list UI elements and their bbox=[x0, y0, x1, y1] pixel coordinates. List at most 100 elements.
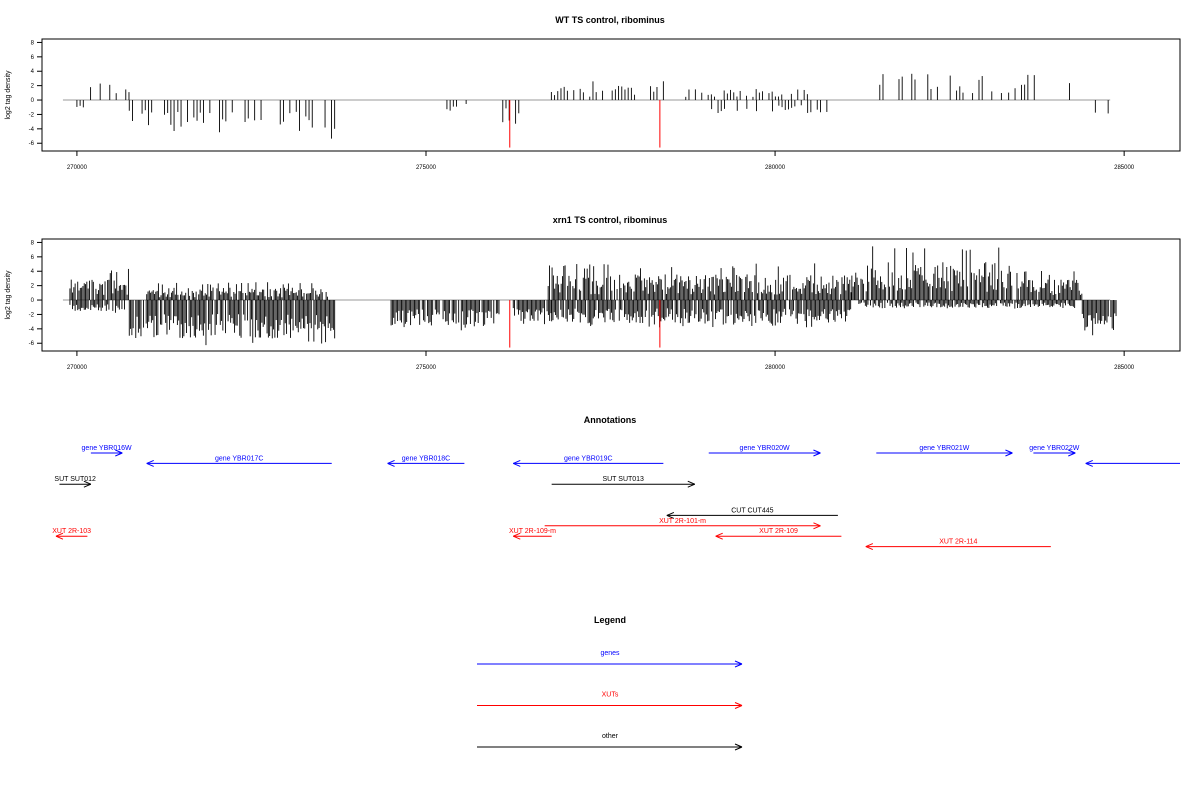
annotation-feature: gene YBR016W bbox=[82, 445, 132, 457]
arrow-head bbox=[387, 459, 395, 464]
y-tick-label: -4 bbox=[29, 327, 35, 333]
arrow-head bbox=[83, 480, 92, 485]
arrow-head bbox=[513, 532, 521, 537]
y-axis-label: log2 tag density bbox=[5, 270, 12, 320]
arrow-head bbox=[734, 743, 743, 748]
arrow-head bbox=[513, 459, 521, 464]
annotation-features: gene YBR016W gene YBR017C gene YBR018C gene… bbox=[52, 445, 1180, 551]
annotation-feature: gene YBR018C bbox=[387, 455, 465, 467]
arrow-head bbox=[55, 535, 64, 540]
x-tick-label: 285000 bbox=[1114, 365, 1135, 371]
y-axis-label: log2 tag density bbox=[5, 70, 12, 120]
plot-frame bbox=[41, 38, 1181, 152]
arrow-head bbox=[734, 705, 743, 709]
arrow-head bbox=[734, 702, 743, 706]
arrow-head bbox=[146, 462, 154, 467]
legend-item: other bbox=[477, 733, 743, 751]
annotation-feature: XUT 2R-101-m bbox=[544, 518, 821, 530]
arrow-head bbox=[1068, 449, 1076, 454]
x-tick-label: 280000 bbox=[765, 365, 786, 371]
annotation-feature: gene YBR019C bbox=[513, 455, 664, 467]
arrow-head bbox=[813, 449, 821, 454]
y-tick-label: -4 bbox=[29, 127, 35, 133]
arrow-head bbox=[813, 525, 821, 530]
arrow-head bbox=[115, 449, 123, 454]
arrow-head bbox=[715, 535, 723, 540]
arrow-head bbox=[1085, 459, 1093, 464]
annotation-feature bbox=[1085, 459, 1180, 467]
annotations-title: Annotations bbox=[584, 415, 637, 425]
arrow-head bbox=[146, 459, 154, 464]
legend-item: XUTs bbox=[477, 692, 743, 709]
y-tick-label: 6 bbox=[31, 255, 35, 261]
legend-label: genes bbox=[600, 650, 620, 657]
arrow-head bbox=[865, 543, 874, 548]
y-tick-label: -6 bbox=[29, 341, 35, 347]
arrow-head bbox=[513, 535, 521, 540]
xrn1-density-panel: xrn1 TS control, ribominus log2 tag dens… bbox=[5, 215, 1181, 371]
y-tick-label: 4 bbox=[31, 269, 35, 275]
arrow-head bbox=[687, 483, 695, 488]
y-tick-label: 0 bbox=[31, 98, 35, 104]
legend-items: genes XUTs other bbox=[477, 650, 743, 751]
annotation-feature: gene YBR021W bbox=[876, 445, 1013, 457]
arrow-head bbox=[734, 746, 743, 751]
axes: 270000 275000 280000 285000 8 6 4 2 0 -2 -4 -6 bbox=[29, 240, 1135, 371]
feature-label: XUT 2R-109 bbox=[759, 528, 798, 535]
feature-label: SUT SUT013 bbox=[602, 476, 644, 483]
feature-label: XUT 2R-109-m bbox=[509, 528, 556, 535]
y-tick-label: -6 bbox=[29, 141, 35, 147]
arrow-head bbox=[1085, 462, 1093, 467]
y-tick-label: 8 bbox=[31, 240, 35, 246]
x-tick-label: 270000 bbox=[67, 365, 88, 371]
annotation-feature: gene YBR020W bbox=[708, 445, 821, 457]
panel-title: WT TS control, ribominus bbox=[555, 15, 665, 25]
density-bars bbox=[62, 73, 1111, 148]
legend-label: XUTs bbox=[602, 692, 619, 699]
arrow-head bbox=[1068, 452, 1076, 457]
arrow-head bbox=[715, 532, 723, 537]
annotation-feature: XUT 2R-109 bbox=[715, 528, 842, 540]
y-tick-label: 4 bbox=[31, 69, 35, 75]
arrow-head bbox=[687, 480, 695, 485]
feature-label: XUT 2R-103 bbox=[52, 528, 91, 535]
legend-title: Legend bbox=[594, 615, 626, 625]
legend: Legend genes XUTs other bbox=[477, 615, 743, 751]
arrow-head bbox=[83, 483, 92, 488]
y-tick-label: 6 bbox=[31, 55, 35, 61]
x-tick-label: 280000 bbox=[765, 165, 786, 171]
arrow-head bbox=[55, 532, 64, 537]
annotation-feature: gene YBR017C bbox=[146, 455, 332, 467]
density-bars bbox=[62, 246, 1117, 348]
arrow-head bbox=[813, 522, 821, 527]
arrow-head bbox=[865, 546, 874, 551]
arrow-head bbox=[387, 462, 395, 467]
feature-label: gene YBR018C bbox=[402, 455, 451, 462]
y-tick-label: 2 bbox=[31, 284, 35, 290]
feature-label: gene YBR022W bbox=[1029, 445, 1079, 452]
feature-label: SUT SUT012 bbox=[54, 476, 96, 483]
wt-density-panel: WT TS control, ribominus log2 tag densit… bbox=[5, 15, 1181, 171]
feature-label: gene YBR020W bbox=[740, 445, 790, 452]
feature-label: XUT 2R-114 bbox=[939, 539, 977, 546]
y-tick-label: -2 bbox=[29, 312, 35, 318]
arrow-head bbox=[813, 452, 821, 457]
annotation-feature: XUT 2R-109-m bbox=[509, 528, 556, 540]
arrow-head bbox=[666, 511, 675, 516]
x-tick-label: 275000 bbox=[416, 365, 437, 371]
feature-label: gene YBR021W bbox=[919, 445, 969, 452]
panel-title: xrn1 TS control, ribominus bbox=[553, 215, 668, 225]
x-tick-label: 285000 bbox=[1114, 165, 1135, 171]
y-tick-label: 0 bbox=[31, 298, 35, 304]
feature-label: XUT 2R-101-m bbox=[659, 518, 706, 525]
feature-label: gene YBR016W bbox=[82, 445, 132, 452]
legend-item: genes bbox=[477, 650, 743, 668]
arrow-head bbox=[734, 660, 743, 665]
annotation-feature: gene YBR022W bbox=[1029, 445, 1080, 457]
arrow-head bbox=[734, 663, 743, 668]
annotation-feature: CUT CUT445 bbox=[666, 507, 838, 519]
y-tick-label: -2 bbox=[29, 112, 35, 118]
arrow-head bbox=[1005, 452, 1013, 457]
